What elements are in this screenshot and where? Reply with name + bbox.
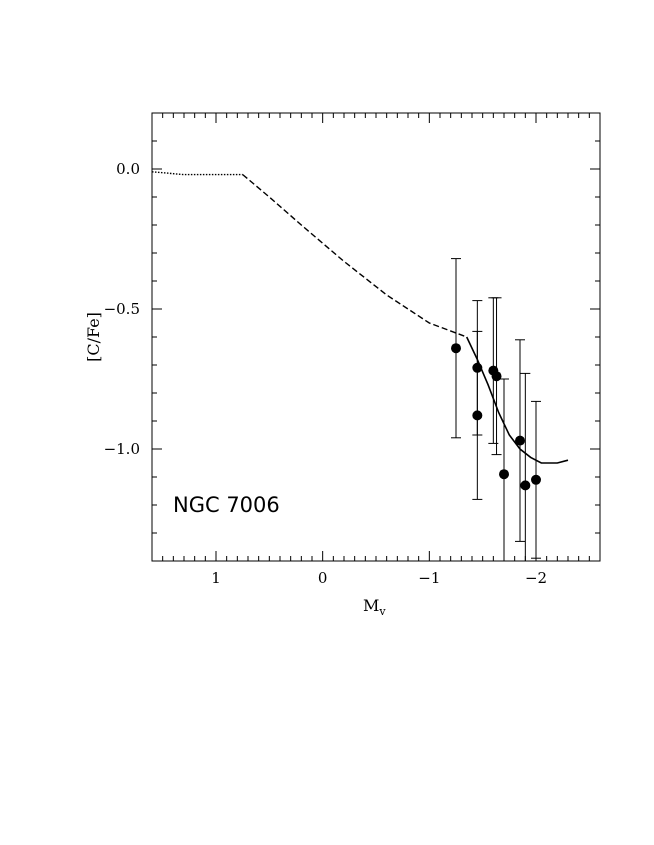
- solid-model-line: [465, 336, 569, 464]
- x-axis-title-sub: v: [378, 605, 386, 618]
- dashed-model-line: [242, 174, 467, 338]
- annotation-label: NGC 7006: [173, 493, 280, 517]
- x-tick-label: −1: [418, 569, 440, 587]
- x-axis-title-main: M: [363, 596, 379, 615]
- data-point: [520, 480, 531, 491]
- x-tick-label: 1: [211, 569, 221, 587]
- x-tick-label: −2: [525, 569, 547, 587]
- y-axis-title: [C/Fe]: [84, 312, 103, 362]
- data-point: [472, 410, 483, 421]
- error-bars: [451, 258, 541, 561]
- y-tick-label: −1.0: [104, 440, 140, 458]
- data-point: [491, 371, 502, 382]
- dotted-model-line: [151, 171, 243, 176]
- axis-ticks: [152, 112, 600, 562]
- data-point: [472, 362, 483, 373]
- data-points: [451, 343, 541, 491]
- data-point: [499, 469, 509, 480]
- x-axis-title: Mv: [363, 596, 386, 618]
- data-point: [515, 435, 525, 446]
- model-lines: [151, 171, 569, 464]
- y-tick-label: 0.0: [116, 160, 140, 178]
- data-point: [451, 343, 461, 354]
- y-tick-label: −0.5: [104, 300, 140, 318]
- x-tick-label: 0: [318, 569, 328, 587]
- tick-labels: 1 0 −1 −2 0.0 −0.5 −1.0: [104, 160, 548, 587]
- data-point: [531, 474, 541, 485]
